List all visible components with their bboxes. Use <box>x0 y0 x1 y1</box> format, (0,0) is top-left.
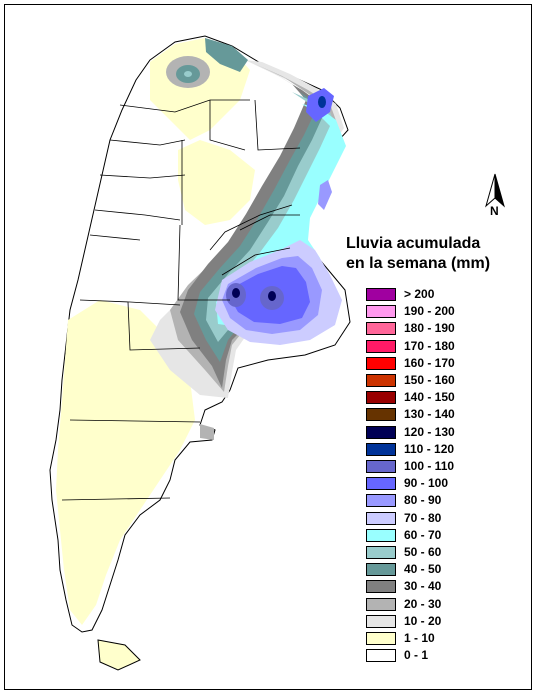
legend-swatch <box>366 288 396 301</box>
legend-swatch <box>366 391 396 405</box>
zone-1-10-patagonia <box>56 300 195 625</box>
legend-label: 170 - 180 <box>404 338 455 353</box>
legend-label: 150 - 160 <box>404 373 455 387</box>
legend-swatch <box>366 322 396 336</box>
zone-coast-grey <box>200 424 214 440</box>
legend-label: 1 - 10 <box>404 631 435 645</box>
north-arrow: N <box>478 170 512 220</box>
zone-north-teal <box>205 38 248 72</box>
north-label: N <box>490 204 499 218</box>
legend-label: 120 - 130 <box>404 424 455 439</box>
zone-120-130-a <box>232 288 240 298</box>
legend-swatch <box>366 339 396 353</box>
north-arrow-icon <box>485 173 505 208</box>
zone-entre-rios-blue <box>318 180 332 210</box>
legend-label: 40 - 50 <box>404 562 442 577</box>
legend-swatch <box>366 614 396 628</box>
legend-title: Lluvia acumulada en la semana (mm) <box>346 234 490 274</box>
legend-label: 110 - 120 <box>404 441 455 456</box>
legend-label: 20 - 30 <box>404 596 442 611</box>
legend-label: 0 - 1 <box>404 648 429 663</box>
legend-label: 140 - 150 <box>404 390 455 405</box>
legend-label: > 200 <box>404 287 435 301</box>
legend-label: 30 - 40 <box>404 579 442 594</box>
legend-swatch <box>366 305 396 319</box>
legend-label: 160 - 170 <box>404 355 455 370</box>
tierra-del-fuego <box>97 639 141 671</box>
legend-label: 70 - 80 <box>404 510 442 525</box>
legend-swatch <box>366 477 396 491</box>
legend-swatch <box>366 494 396 508</box>
legend-swatch <box>366 528 396 542</box>
legend-swatch <box>366 563 396 577</box>
province-boundaries <box>61 99 301 501</box>
legend-label: 50 - 60 <box>404 545 442 559</box>
legend-label: 100 - 110 <box>404 459 455 473</box>
zone-120-130-b <box>268 291 276 301</box>
zone-1-10-center-west <box>178 140 255 225</box>
legend-label: 10 - 20 <box>404 613 442 628</box>
legend-swatch <box>366 546 396 559</box>
legend-label: 180 - 190 <box>404 321 455 336</box>
legend-title-line-1: Lluvia acumulada <box>346 235 481 252</box>
legend-label: 90 - 100 <box>404 476 449 491</box>
legend-label: 190 - 200 <box>404 304 455 319</box>
legend-swatch <box>366 511 396 525</box>
legend-swatch <box>366 460 396 473</box>
legend-swatch <box>366 425 396 439</box>
legend-swatch <box>366 632 396 645</box>
legend-label: 80 - 90 <box>404 493 442 508</box>
legend-swatch <box>366 374 396 387</box>
legend-swatch <box>366 442 396 456</box>
legend-swatch <box>366 580 396 594</box>
zone-nw-core <box>184 71 192 77</box>
legend-swatch <box>366 649 396 663</box>
legend-swatch <box>366 356 396 370</box>
legend-title-line-2: en la semana (mm) <box>346 255 491 272</box>
legend-label: 60 - 70 <box>404 527 442 542</box>
legend-swatch <box>366 597 396 611</box>
legend-label: 130 - 140 <box>404 407 455 422</box>
legend-swatch <box>366 408 396 422</box>
zone-misiones-core <box>318 96 326 108</box>
